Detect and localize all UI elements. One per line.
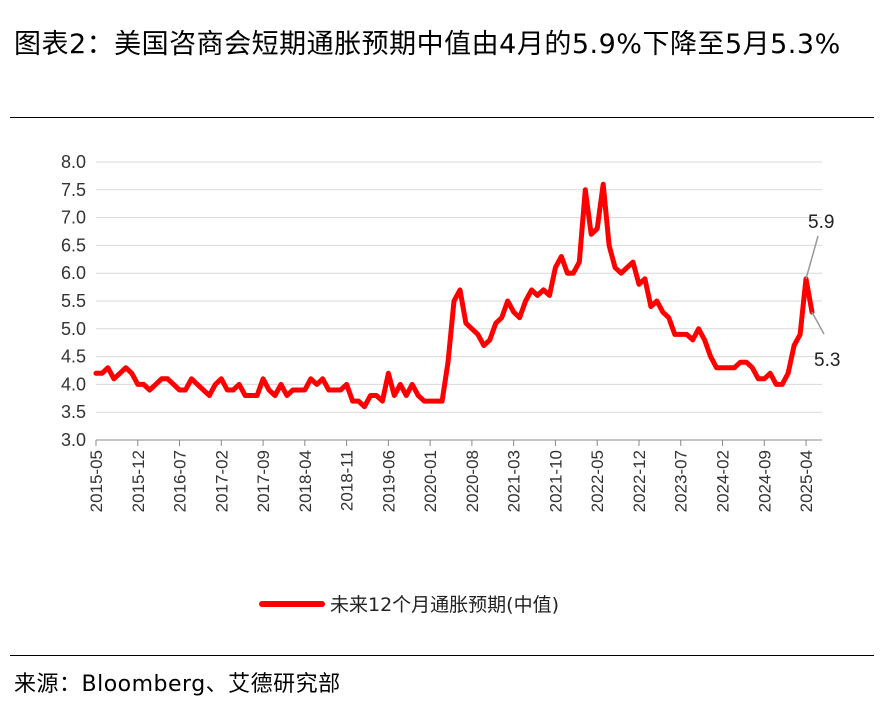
x-tick-label: 2024-02 [714, 450, 733, 512]
top-divider [10, 117, 874, 118]
x-tick-label: 2020-01 [421, 450, 440, 512]
x-tick-label: 2022-05 [588, 450, 607, 512]
x-tick-label: 2018-11 [338, 450, 357, 511]
annotations: 5.9 5.3 [805, 212, 840, 371]
x-tick-label: 2017-02 [212, 450, 231, 512]
legend-label: 未来12个月通胀预期(中值) [330, 594, 559, 616]
x-tick-label: 2022-12 [630, 450, 649, 512]
y-tick-label: 6.5 [61, 235, 86, 255]
x-tick-label: 2015-05 [87, 450, 106, 512]
line-chart: 3.0 3.5 4.0 4.5 5.0 5.5 6.0 6.5 7.0 7.5 8.0 2015-0… [61, 152, 840, 616]
y-tick-label: 6.0 [61, 263, 86, 283]
x-tick-label: 2017-09 [254, 450, 273, 512]
x-axis-ticks: 2015-05 2015-12 2016-07 2017-02 2017-09 2018-… [87, 440, 816, 512]
y-tick-label: 5.0 [61, 319, 86, 339]
y-tick-label: 5.5 [61, 291, 86, 311]
annotation-label: 5.9 [808, 212, 834, 233]
y-axis-ticks: 3.0 3.5 4.0 4.5 5.0 5.5 6.0 6.5 7.0 7.5 8.0 [61, 152, 86, 450]
x-tick-label: 2015-12 [129, 450, 148, 512]
y-tick-label: 7.5 [61, 180, 86, 200]
y-tick-label: 3.0 [61, 430, 86, 450]
bottom-divider [10, 655, 874, 656]
x-tick-label: 2021-10 [546, 450, 565, 512]
y-tick-label: 7.0 [61, 208, 86, 228]
y-tick-label: 8.0 [61, 152, 86, 172]
gridlines [96, 161, 822, 441]
annotation-leader [811, 311, 825, 335]
x-tick-label: 2023-07 [672, 450, 691, 512]
y-tick-label: 4.5 [61, 347, 86, 367]
x-tick-label: 2019-06 [379, 450, 398, 512]
x-tick-label: 2020-08 [463, 450, 482, 512]
chart-title: 图表2：美国咨商会短期通胀预期中值由4月的5.9%下降至5月5.3% [14, 29, 841, 60]
annotation-label: 5.3 [814, 350, 840, 371]
x-tick-label: 2021-03 [505, 450, 524, 512]
x-tick-label: 2025-04 [797, 450, 816, 512]
legend: 未来12个月通胀预期(中值) [259, 594, 559, 616]
annotation-leader [805, 235, 819, 279]
x-tick-label: 2024-09 [755, 450, 774, 512]
series-layer [93, 181, 815, 410]
y-tick-label: 3.5 [61, 402, 86, 422]
x-tick-label: 2016-07 [171, 450, 190, 512]
x-tick-label: 2018-04 [296, 450, 315, 512]
y-tick-label: 4.0 [61, 374, 86, 394]
source-note: 来源：Bloomberg、艾德研究部 [14, 672, 341, 697]
